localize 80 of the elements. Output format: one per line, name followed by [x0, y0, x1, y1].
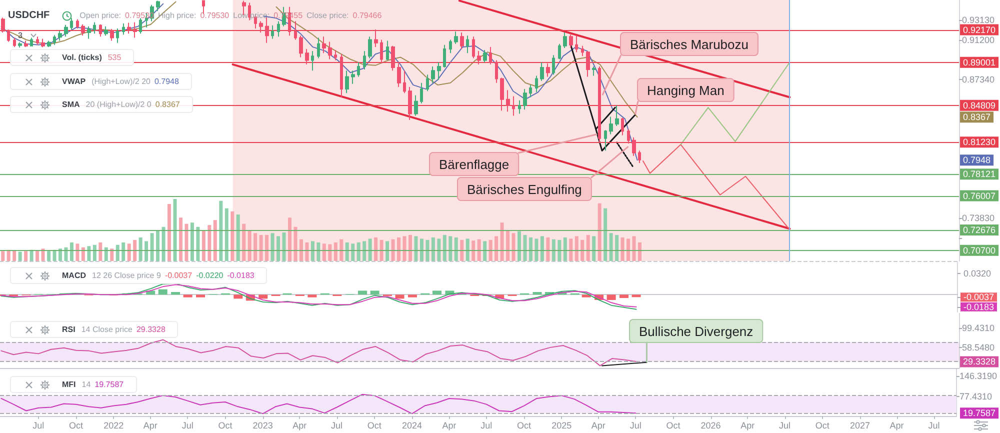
annotation: 19.7587 — [94, 380, 124, 390]
x-tick-label: 2025 — [552, 420, 572, 430]
y-tick-label: 0.73830 — [962, 213, 995, 224]
x-tick-label: 2027 — [850, 420, 870, 430]
mfi-legend-box: MFI 14 19.7587 — [10, 376, 137, 393]
y-tick-label: -0.0037 — [963, 292, 994, 302]
x-tick-label: Jul — [928, 420, 940, 430]
y-tick-label: 77.4310 — [959, 391, 992, 402]
annotation: VWAP — [62, 76, 86, 86]
annotation: 14 — [82, 380, 91, 390]
x-tick-label: Apr — [591, 420, 606, 430]
ref-line-label: 0.70700 — [963, 245, 996, 256]
ref-line-label: 0.81230 — [963, 137, 996, 148]
x-tick-label: Apr — [143, 420, 158, 430]
rsi-legend-box: RSI 14 Close price 29.3328 — [10, 321, 178, 338]
y-tick-label: 146.3190 — [959, 371, 998, 382]
annotation: Hanging Man — [647, 83, 724, 98]
annotation: 14 Close price — [81, 324, 132, 334]
annotation: Bärenflagge — [439, 157, 510, 172]
annotation: 535 — [108, 52, 122, 62]
x-tick-label: 2022 — [104, 420, 124, 430]
annotation: 29.3328 — [136, 324, 166, 334]
y-tick-label: 0.93130 — [962, 14, 995, 25]
y-tick-label: 99.4310 — [962, 323, 995, 334]
text: 29.3328 — [963, 356, 996, 367]
x-tick-label: Jul — [182, 420, 194, 430]
x-tick-label: Jul — [779, 420, 791, 430]
annotation: 12 26 Close price 9 — [92, 270, 161, 280]
text: 0.7948 — [963, 155, 991, 166]
vwap-legend-box: VWAP (High+Low)/2 20 0.7948 — [10, 73, 192, 90]
x-tick-label: Apr — [740, 420, 755, 430]
y-tick-label: 0.91200 — [962, 34, 995, 45]
annotation: Close price: — [306, 10, 349, 20]
chart-title: MACD — [62, 270, 86, 280]
text: 0.8367 — [963, 112, 991, 122]
x-tick-label: 2023 — [252, 420, 273, 430]
ref-line-label: 0.89001 — [963, 57, 996, 68]
annotation: Bärisches Engulfing — [467, 182, 582, 197]
annotation: -0.0183 — [227, 270, 254, 280]
x-tick-label: Apr — [890, 420, 904, 430]
x-tick-label: Oct — [69, 420, 84, 430]
annotation: 0.79466 — [352, 10, 382, 20]
ref-line-label: 0.92170 — [963, 24, 996, 35]
text: 19.7587 — [963, 408, 996, 418]
ref-line-label: 0.72676 — [963, 225, 996, 236]
chart-title: Vol. (ticks) — [62, 52, 102, 62]
x-tick-label: Jul — [32, 420, 44, 430]
x-tick-label: Oct — [367, 420, 382, 430]
y-tick-label: 58.5480 — [962, 342, 995, 353]
annotation: Bärisches Marubozu — [630, 37, 748, 52]
x-tick-label: 2026 — [700, 420, 721, 430]
annotation: 0.79530 — [200, 10, 230, 20]
y-tick-label: -0.0183 — [963, 302, 994, 312]
x-tick-label: 2024 — [402, 420, 422, 430]
annotation: -0.0220 — [196, 270, 224, 280]
y-tick-label: 0.0320 — [963, 268, 992, 278]
x-tick-label: Apr — [292, 420, 307, 430]
annotation: SMA — [62, 100, 80, 110]
x-tick-label: Oct — [517, 420, 532, 430]
annotation: 0.8367 — [155, 100, 180, 110]
annotation: Bullische Divergenz — [639, 324, 754, 339]
text: USDCHF — [8, 10, 50, 20]
x-tick-label: Oct — [666, 420, 681, 430]
annotation: Open price: — [80, 10, 122, 20]
volume-legend-box: Vol. (ticks) 535 — [10, 49, 134, 66]
sma-legend-box: SMA 20 (High+Low)/2 0 0.8367 — [10, 96, 193, 113]
x-tick-label: Jul — [331, 420, 343, 430]
annotation: -0.0037 — [164, 270, 192, 280]
x-tick-label: Jul — [480, 420, 492, 430]
x-tick-label: Oct — [218, 420, 233, 430]
x-tick-label: Jul — [630, 420, 642, 430]
y-tick-label: 0.87340 — [962, 74, 995, 84]
ref-line-label: 0.84809 — [963, 100, 996, 110]
annotation: (High+Low)/2 20 — [92, 76, 150, 86]
annotation: 0.7948 — [154, 76, 179, 86]
annotation: 20 (High+Low)/2 0 — [86, 100, 152, 110]
ref-line-label: 0.76007 — [963, 190, 996, 201]
x-tick-label: Oct — [815, 420, 830, 430]
x-tick-label: Apr — [442, 420, 456, 430]
ref-line-label: 0.78121 — [963, 169, 996, 180]
